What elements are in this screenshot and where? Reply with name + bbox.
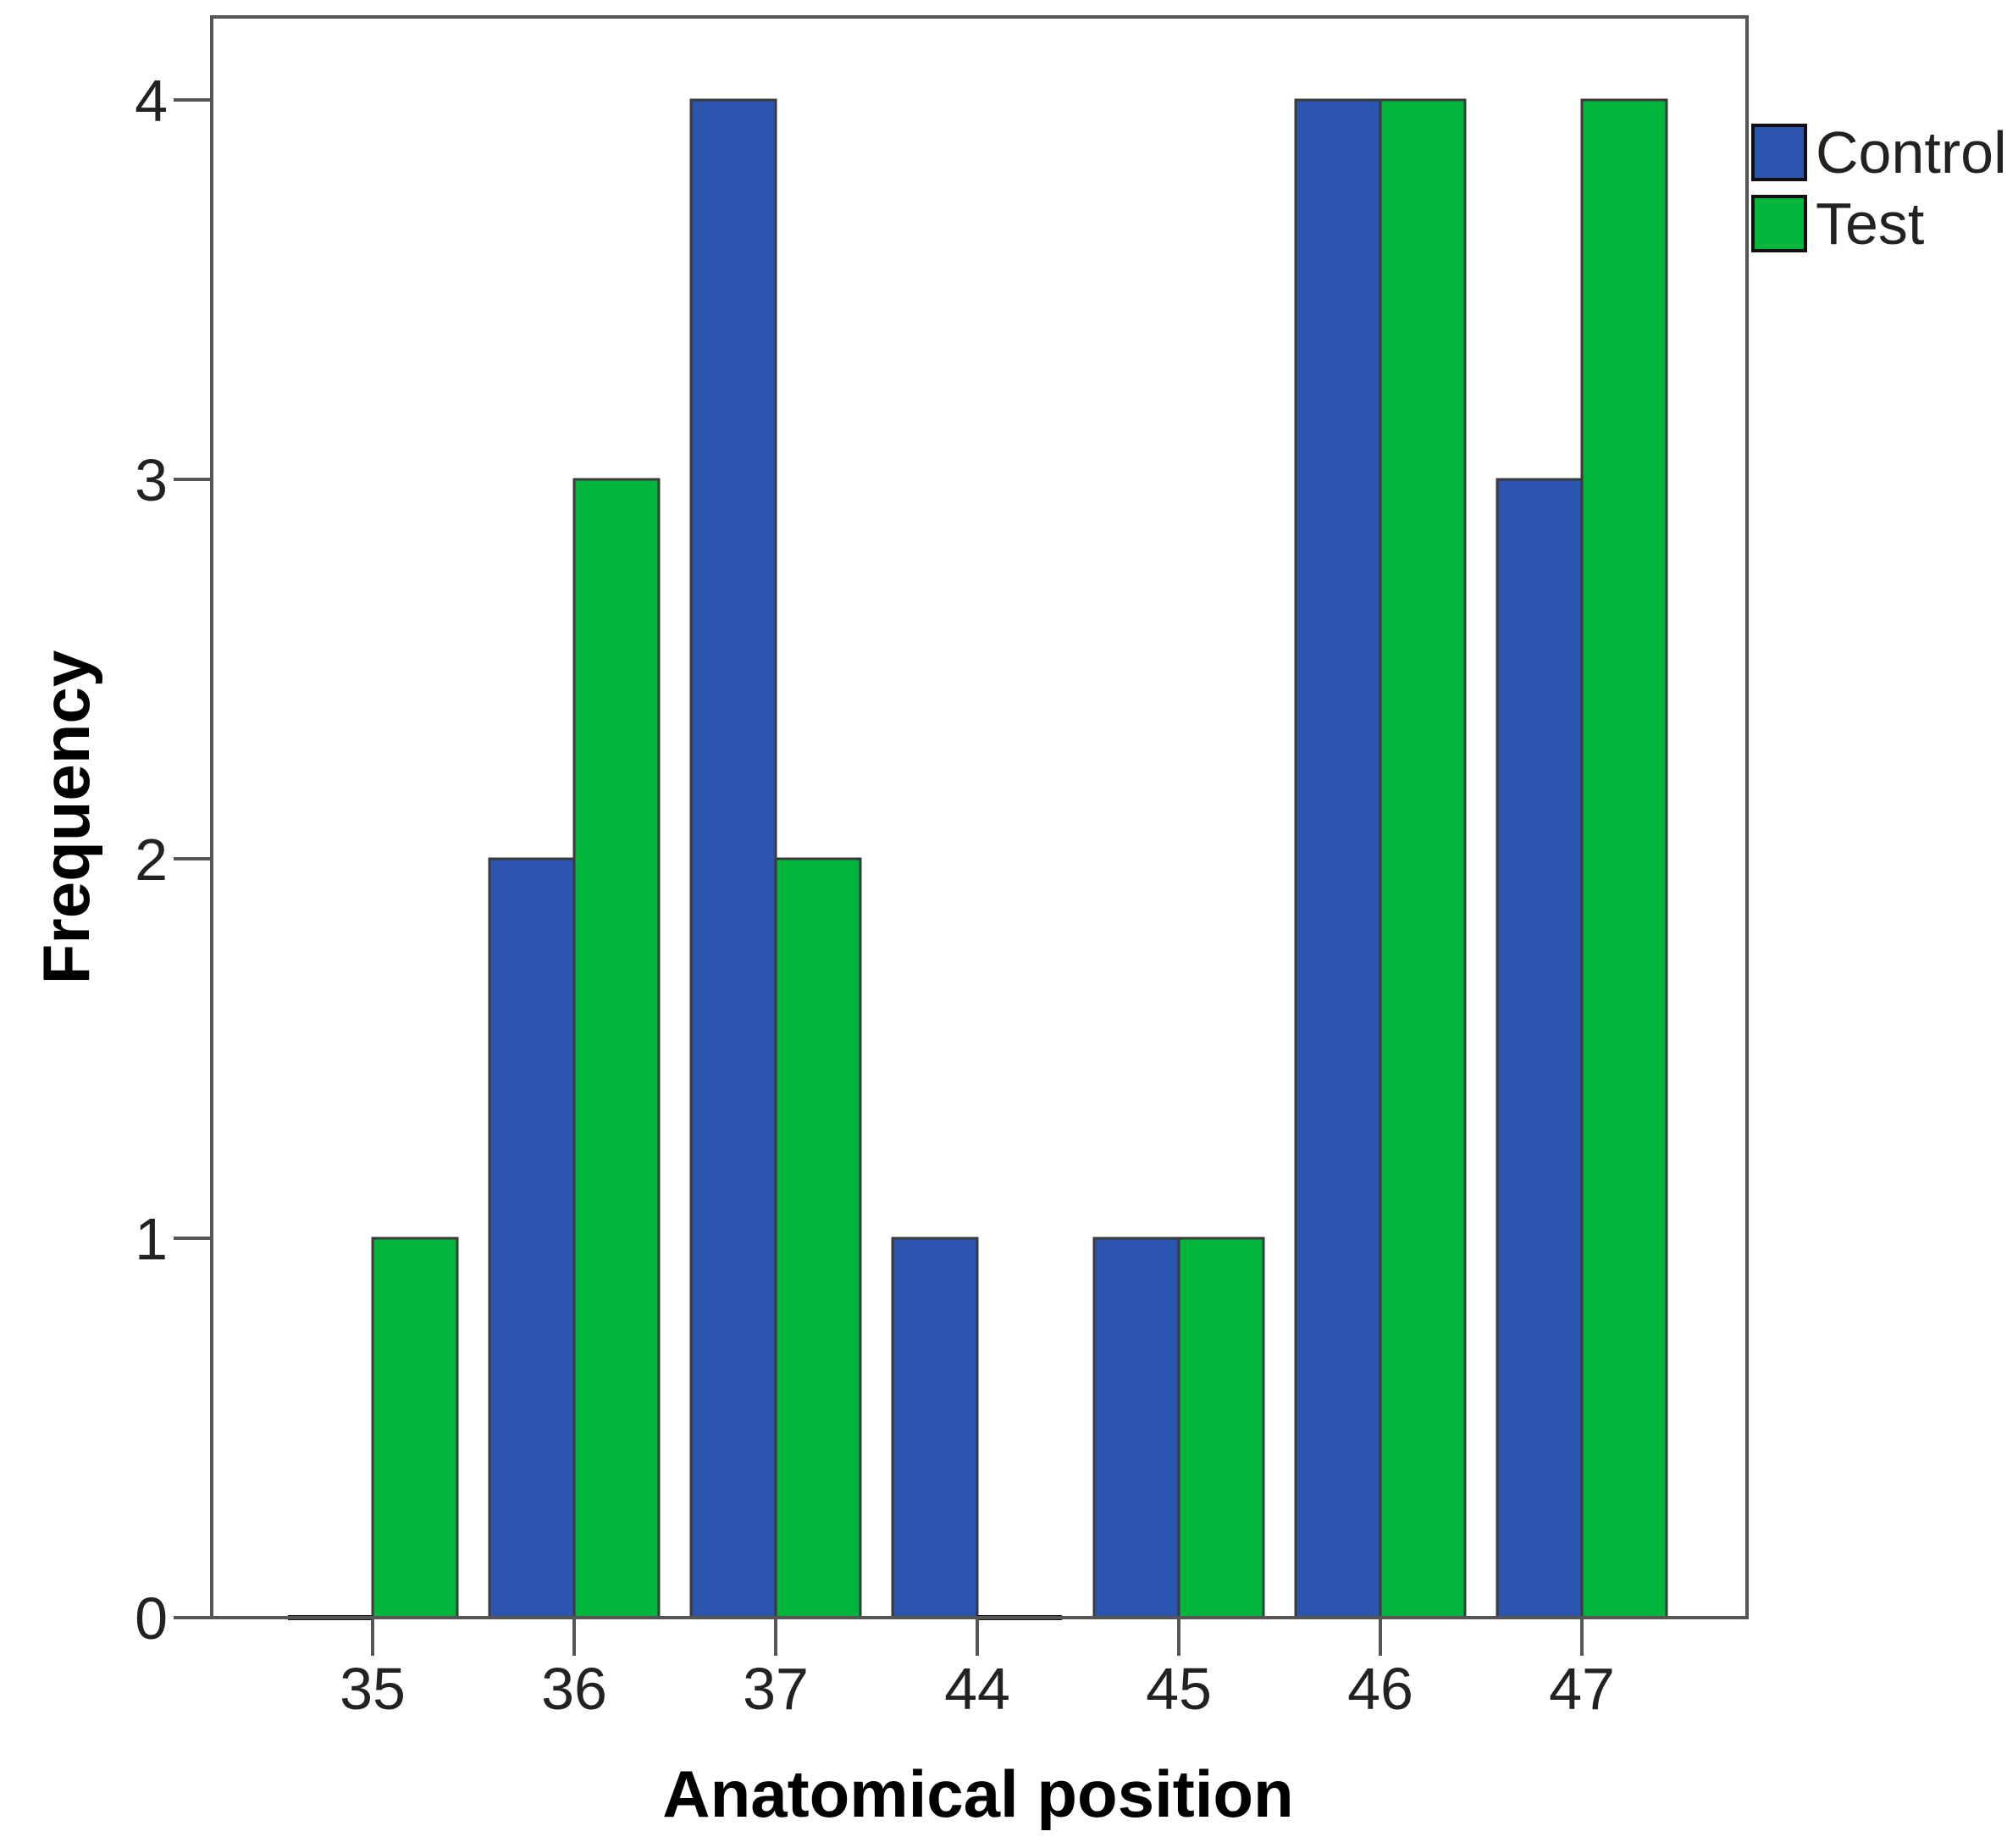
bar-test-37 (774, 857, 862, 1619)
x-tick-label: 35 (340, 1656, 406, 1722)
bar-control-37 (689, 98, 777, 1619)
y-tick-label: 3 (135, 447, 168, 513)
y-axis-title: Frequency (29, 650, 103, 984)
x-tick-label: 37 (743, 1656, 809, 1722)
bar-control-46 (1294, 98, 1382, 1619)
bars-layer (288, 98, 1668, 1620)
bar-control-44 (891, 1237, 979, 1619)
x-tick-label: 36 (541, 1656, 607, 1722)
y-tick-label: 1 (135, 1206, 168, 1272)
x-tick-label: 44 (944, 1656, 1010, 1722)
x-axis: 35 36 37 44 45 46 47 (340, 1618, 1615, 1722)
bar-control-45 (1092, 1237, 1180, 1619)
y-tick-label: 2 (135, 827, 168, 893)
bar-test-35 (371, 1237, 459, 1619)
bar-test-47 (1580, 98, 1668, 1619)
legend-swatch-control (1751, 124, 1807, 181)
y-axis: 0 1 2 3 4 (135, 68, 212, 1652)
plot-frame (210, 15, 1749, 1619)
bar-control-47 (1496, 478, 1584, 1619)
legend-swatch-test (1751, 195, 1807, 252)
x-axis-title: Anatomical position (662, 1757, 1293, 1831)
legend-label-control: Control (1816, 119, 2007, 185)
y-tick-label: 4 (135, 68, 168, 134)
legend-label-test: Test (1816, 191, 1924, 257)
bar-test-45 (1177, 1237, 1265, 1619)
x-tick-label: 47 (1549, 1656, 1615, 1722)
bar-control-36 (488, 857, 576, 1619)
bar-test-36 (572, 478, 661, 1619)
x-tick-label: 46 (1347, 1656, 1413, 1722)
bar-test-46 (1379, 98, 1467, 1619)
x-tick-label: 45 (1146, 1656, 1212, 1722)
y-tick-label: 0 (135, 1585, 168, 1652)
